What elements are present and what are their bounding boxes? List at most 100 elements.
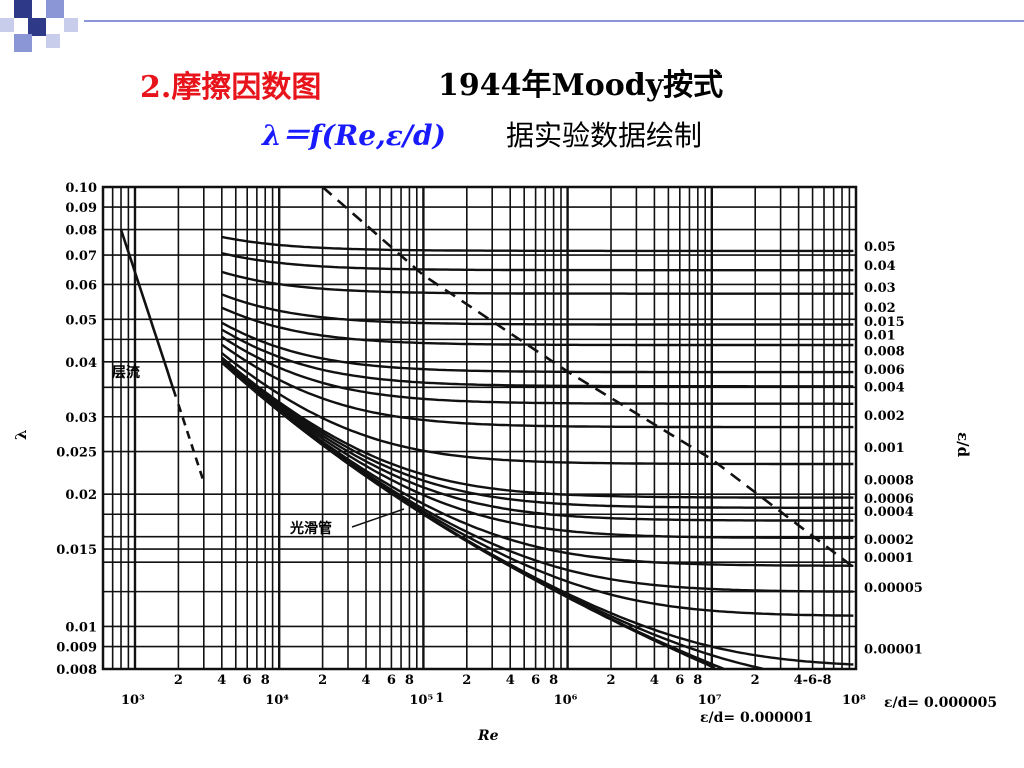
roughness-label: 0.0001 — [864, 551, 914, 566]
roughness-curve — [221, 306, 854, 347]
x-minor-tick-label: 6 — [243, 673, 252, 688]
y-tick-label: 0.07 — [65, 249, 97, 264]
smooth-pipe-curve — [220, 361, 716, 670]
y-tick-label: 0.06 — [65, 278, 97, 293]
smooth-pipe-leader — [351, 508, 405, 528]
roughness-label: 0.00001 — [864, 643, 923, 658]
x-decade-label: 10⁷ — [698, 693, 722, 708]
roughness-curve — [221, 357, 854, 509]
top-rule-line — [84, 20, 1024, 22]
deco-square — [64, 18, 78, 32]
x-decade-label: 10⁸ — [842, 693, 866, 708]
roughness-curve — [221, 352, 854, 466]
chart-labels: 0.10 0.09 0.08 0.07 0.06 0.05 0.04 0.03 0.025 0.0… — [56, 181, 923, 708]
y-tick-label: 0.01 — [65, 620, 97, 635]
formula-note: 据实验数据绘制 — [506, 119, 703, 152]
slide-title-number: 2.摩擦因数图 — [140, 70, 322, 105]
deco-square — [46, 0, 64, 18]
roughness-label: 0.03 — [864, 281, 896, 296]
roughness-label: 0.00005 — [864, 581, 923, 596]
deco-square — [14, 34, 32, 52]
slide-title-year: 1944年Moody按式 — [438, 68, 724, 103]
x-decade-label: 10⁴ — [265, 693, 289, 708]
roughness-curve — [221, 335, 854, 405]
roughness-label: 0.008 — [864, 344, 905, 359]
roughness-curve — [221, 358, 854, 522]
roughness-curve — [221, 343, 854, 429]
roughness-label: 0.02 — [864, 301, 896, 316]
x-stray-label: 1 — [435, 691, 444, 706]
y-tick-label: 0.05 — [65, 313, 97, 328]
smooth-pipe-label: 光滑管 — [289, 520, 332, 537]
bottom-label-0000001: ε/d= 0.000001 — [700, 710, 813, 726]
roughness-curve — [220, 360, 854, 567]
corner-decoration — [0, 0, 90, 60]
roughness-label: 0.006 — [864, 363, 905, 378]
deco-square — [14, 0, 32, 18]
roughness-label: 0.05 — [864, 240, 896, 255]
deco-square — [28, 18, 46, 36]
roughness-curve — [221, 328, 854, 388]
roughness-label: 0.0002 — [864, 533, 914, 548]
x-minor-tick-label: 6 — [531, 673, 540, 688]
transition-boundary-dashed — [321, 186, 857, 571]
y-tick-label: 0.015 — [56, 543, 97, 558]
x-minor-tick-label: 6 — [387, 673, 396, 688]
x-minor-tick-label: 4 — [650, 673, 659, 688]
x-minor-tick-label: 2 — [751, 673, 760, 688]
x-minor-tick-label: 8 — [693, 673, 702, 688]
deco-square — [46, 34, 60, 48]
y-tick-label: 0.03 — [65, 411, 97, 426]
roughness-label: 0.04 — [864, 259, 896, 274]
roughness-label: 0.0008 — [864, 473, 914, 488]
right-axis-label: ε/d — [954, 432, 972, 458]
roughness-label: 0.001 — [864, 441, 905, 456]
roughness-curve — [220, 361, 725, 670]
x-minor-tick-label: 2 — [318, 673, 327, 688]
chart-curves — [119, 186, 857, 670]
x-minor-tick-label: 2 — [174, 673, 183, 688]
x-decade-label: 10³ — [121, 693, 145, 708]
laminar-label: 层流 — [112, 364, 140, 381]
roughness-curve — [221, 252, 854, 272]
y-tick-label: 0.04 — [65, 356, 97, 371]
x-minor-tick-label: 4-6-8 — [794, 673, 832, 688]
roughness-curve — [221, 293, 854, 326]
y-tick-label: 0.009 — [56, 641, 97, 656]
deco-square — [0, 18, 14, 32]
laminar-line — [119, 229, 178, 398]
y-tick-label: 0.025 — [56, 446, 97, 461]
y-tick-label: 0.008 — [56, 663, 97, 678]
friction-formula: λ＝f(Re,ε/d) — [262, 119, 446, 152]
y-tick-label: 0.09 — [65, 201, 97, 216]
x-minor-tick-label: 6 — [675, 673, 684, 688]
roughness-label: 0.004 — [864, 380, 905, 395]
y-tick-label: 0.02 — [65, 488, 97, 503]
x-minor-tick-label: 4 — [361, 673, 370, 688]
x-minor-tick-label: 8 — [549, 673, 558, 688]
y-tick-label: 0.08 — [65, 224, 97, 239]
y-axis-label: λ — [12, 429, 30, 440]
x-minor-tick-label: 2 — [606, 673, 615, 688]
roughness-label: 0.0004 — [864, 505, 914, 520]
x-minor-tick-label: 4 — [506, 673, 515, 688]
x-decade-label: 10⁶ — [554, 693, 578, 708]
roughness-label: 0.0006 — [864, 492, 914, 507]
roughness-curve — [221, 235, 854, 253]
x-minor-tick-label: 4 — [217, 673, 226, 688]
x-minor-tick-label: 8 — [261, 673, 270, 688]
roughness-curve — [221, 356, 854, 499]
chart-grid — [101, 185, 858, 671]
roughness-curve — [221, 270, 854, 295]
x-decade-label: 10⁵ — [409, 693, 433, 708]
y-tick-label: 0.10 — [65, 181, 97, 196]
roughness-curve — [221, 321, 854, 374]
bottom-label-0000005: ε/d= 0.000005 — [884, 695, 997, 711]
x-minor-tick-label: 8 — [405, 673, 414, 688]
roughness-label: 0.015 — [864, 315, 905, 330]
roughness-curve — [221, 359, 854, 540]
roughness-label: 0.01 — [864, 328, 896, 343]
x-axis-label: Re — [477, 728, 499, 744]
x-minor-tick-label: 2 — [462, 673, 471, 688]
